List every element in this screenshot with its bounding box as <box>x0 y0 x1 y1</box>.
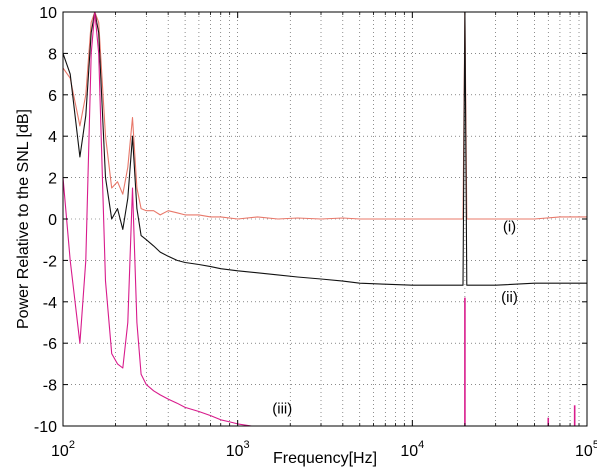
y-tick-label: -6 <box>43 336 57 353</box>
annotation-i: (i) <box>503 218 516 235</box>
annotation-iii: (iii) <box>272 401 292 418</box>
x-tick-label: 105 <box>575 439 597 460</box>
series-ii-line <box>62 11 587 286</box>
y-tick-label: 8 <box>48 46 57 63</box>
x-tick-label: 104 <box>400 439 424 460</box>
y-tick-label: 2 <box>48 171 57 188</box>
x-tick-exponent: 3 <box>244 439 250 451</box>
y-tick-label: -8 <box>43 378 57 395</box>
annotation-ii: (ii) <box>501 289 518 306</box>
y-tick-label: -4 <box>43 295 57 312</box>
x-tick-base: 10 <box>575 443 593 460</box>
y-tick-label: 10 <box>39 5 57 22</box>
y-tick-label: 6 <box>48 88 57 105</box>
y-tick-label: -10 <box>34 419 57 436</box>
y-tick-label: 0 <box>48 212 57 229</box>
annotations: (i) (ii) (iii) <box>272 218 518 417</box>
x-tick-exponent: 4 <box>418 439 424 451</box>
y-tick-label: -2 <box>43 253 57 270</box>
x-tick-base: 10 <box>226 443 244 460</box>
x-axis-label: Frequency[Hz] <box>273 450 377 467</box>
y-axis-label: Power Relative to the SNL [dB] <box>15 109 32 329</box>
x-tick-base: 10 <box>51 443 69 460</box>
y-tick-label: 4 <box>48 129 57 146</box>
series-iii-line <box>62 11 252 427</box>
x-tick-label: 102 <box>51 439 75 460</box>
x-tick-label: 103 <box>226 439 250 460</box>
x-tick-exponent: 5 <box>593 439 597 451</box>
series-group <box>62 11 587 427</box>
x-tick-exponent: 2 <box>69 439 75 451</box>
x-tick-base: 10 <box>400 443 418 460</box>
